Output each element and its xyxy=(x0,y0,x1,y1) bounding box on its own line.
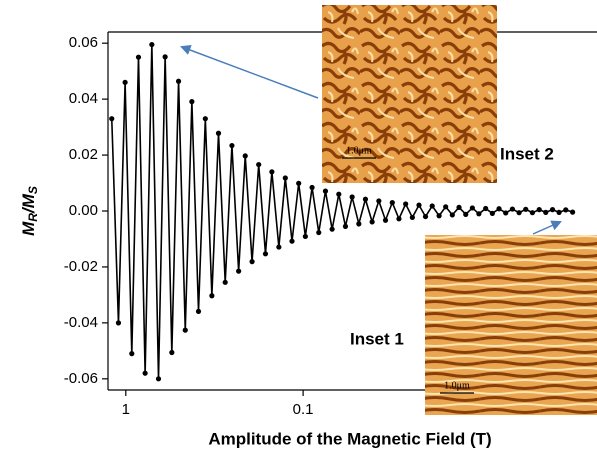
inset-1: 1.0μm Inset 1 xyxy=(350,220,597,415)
data-point xyxy=(456,204,462,210)
inset-label: Inset 1 xyxy=(350,329,404,348)
data-point xyxy=(209,293,215,299)
data-point xyxy=(202,116,208,122)
y-label-part: S xyxy=(26,186,40,194)
data-point xyxy=(329,226,335,232)
y-tick-label: 0.04 xyxy=(69,90,98,107)
data-point xyxy=(509,206,516,212)
data-point xyxy=(316,229,322,236)
data-point xyxy=(276,244,282,250)
data-point xyxy=(409,214,415,221)
data-point xyxy=(189,99,195,105)
inset-label: Inset 2 xyxy=(500,144,554,163)
data-point xyxy=(175,78,182,84)
plot-area: 0.06 0.04 0.02 0.00 -0.02 -0.04 -0.06 1 0.1 xyxy=(64,31,597,418)
data-point xyxy=(296,180,302,186)
data-point xyxy=(369,219,375,225)
data-point xyxy=(229,142,235,149)
inset-image xyxy=(322,5,497,183)
data-point xyxy=(362,196,369,202)
data-point xyxy=(382,217,389,223)
data-point xyxy=(376,198,382,204)
data-point xyxy=(195,308,202,315)
y-tick-label: 0.02 xyxy=(69,146,98,163)
data-point xyxy=(536,207,542,213)
data-point xyxy=(563,207,569,213)
data-point xyxy=(556,209,562,215)
data-point xyxy=(416,202,422,208)
data-point xyxy=(322,188,329,194)
data-point xyxy=(483,205,489,212)
data-point xyxy=(242,153,248,159)
data-point xyxy=(109,116,115,122)
inset-image xyxy=(425,235,597,415)
scale-bar-label: 1.0μm xyxy=(444,380,470,391)
data-point xyxy=(469,205,475,211)
data-point xyxy=(222,279,228,285)
data-point xyxy=(236,268,242,274)
data-point xyxy=(269,169,275,175)
inset-2: 1.0μm Inset 2 xyxy=(180,5,554,183)
x-axis-label: Amplitude of the Magnetic Field (T) xyxy=(208,429,491,448)
data-point xyxy=(449,212,455,218)
data-point xyxy=(129,351,135,357)
data-point xyxy=(476,211,482,217)
data-point xyxy=(549,207,556,213)
data-point xyxy=(422,213,429,220)
data-point xyxy=(389,200,395,206)
scale-bar-label: 1.0μm xyxy=(346,145,372,156)
y-label-part: M xyxy=(19,221,38,236)
x-tick-label: 0.1 xyxy=(293,401,314,418)
data-point xyxy=(155,376,162,382)
data-point xyxy=(135,54,142,60)
y-label-part: /M xyxy=(19,193,38,214)
arrow xyxy=(180,45,319,99)
data-point xyxy=(429,203,435,209)
data-point xyxy=(249,259,255,265)
data-point xyxy=(289,238,295,244)
data-point xyxy=(115,320,122,326)
data-point xyxy=(122,79,128,85)
y-tick-label: -0.02 xyxy=(64,258,98,275)
data-point xyxy=(169,349,175,356)
data-point xyxy=(342,223,349,229)
data-point xyxy=(302,233,308,240)
y-label-part: R xyxy=(26,213,40,222)
data-point xyxy=(262,251,269,257)
x-tick-label: 1 xyxy=(122,401,130,418)
data-point xyxy=(396,216,402,222)
data-point xyxy=(182,327,188,333)
data-point xyxy=(149,41,155,48)
data-point xyxy=(356,221,362,227)
data-point xyxy=(403,201,409,207)
data-point xyxy=(516,210,522,216)
data-point xyxy=(489,210,495,216)
y-tick-label: 0.06 xyxy=(69,34,98,51)
y-axis-label: MR/MS xyxy=(19,186,40,236)
data-point xyxy=(215,130,222,136)
y-tick-label: -0.04 xyxy=(64,314,98,331)
data-point xyxy=(282,175,288,181)
y-tick-label: 0.00 xyxy=(69,202,98,219)
arrow xyxy=(532,220,562,235)
data-point xyxy=(443,204,449,210)
data-point xyxy=(496,206,502,212)
data-line xyxy=(110,44,573,379)
data-point xyxy=(309,184,315,191)
data-point xyxy=(570,209,576,215)
data-point xyxy=(336,191,342,197)
y-tick-label: -0.06 xyxy=(64,370,98,387)
data-point xyxy=(162,54,168,60)
data-point xyxy=(349,194,355,200)
data-point xyxy=(543,209,549,215)
data-point xyxy=(142,370,148,376)
data-point xyxy=(523,206,529,212)
data-point xyxy=(529,210,536,216)
data-point xyxy=(503,210,509,216)
data-point xyxy=(436,213,442,219)
data-point xyxy=(256,161,262,168)
data-point xyxy=(463,211,469,217)
